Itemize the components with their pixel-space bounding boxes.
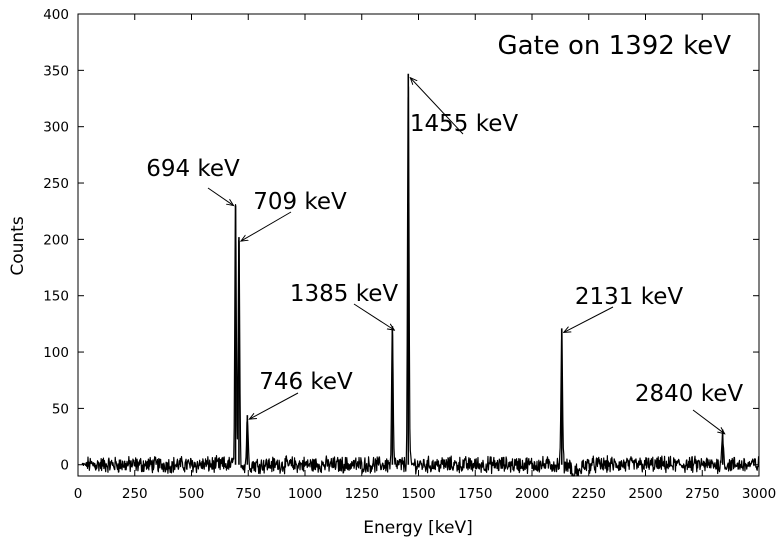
peak-label: 709 keV [253,189,347,215]
x-tick-label: 1750 [458,486,492,502]
x-tick-label: 2000 [515,486,549,502]
y-tick-label: 100 [43,345,69,361]
x-tick-label: 1000 [288,486,322,502]
y-axis-title: Counts [8,216,28,275]
y-tick-label: 0 [60,458,69,474]
y-tick-label: 250 [43,176,69,192]
x-tick-label: 500 [179,486,205,502]
annotation-arrow [564,306,614,332]
x-axis-title: Energy [keV] [363,518,473,538]
annotation-arrow [692,409,725,434]
peak-annotations: 694 keV 709 keV 746 keV 1385 keV 1455 keV 213… [146,78,743,434]
y-tick-label: 400 [43,7,69,23]
x-tick-label: 1250 [345,486,379,502]
x-tick-label: 3000 [742,486,776,502]
peak-label: 1385 keV [290,281,398,307]
x-tick-label: 250 [122,486,148,502]
peak-label: 694 keV [146,156,240,182]
x-tick-label: 0 [74,486,83,502]
annotation-arrow [410,78,464,135]
y-tick-label: 200 [43,232,69,248]
y-tick-label: 300 [43,120,69,136]
y-tick-label: 50 [52,401,69,417]
x-tick-label: 750 [235,486,261,502]
x-axis-ticks: 0 250 500 750 1000 1250 1500 1750 2000 2250 2500 27… [74,14,776,502]
y-tick-label: 150 [43,289,69,305]
annotation-arrow [353,303,394,330]
annotation-arrow [207,187,234,206]
x-tick-label: 2500 [628,486,662,502]
chart-title: Gate on 1392 keV [497,31,731,61]
peak-label: 746 keV [259,369,353,395]
spectrum-line [81,86,760,477]
peak-label: 1455 keV [410,111,518,137]
annotation-arrow [249,392,299,419]
peak-label: 2840 keV [635,381,743,407]
x-tick-label: 2750 [685,486,719,502]
x-tick-label: 1500 [401,486,435,502]
annotation-arrow [241,211,292,241]
y-tick-label: 350 [43,63,69,79]
x-tick-label: 2250 [572,486,606,502]
peak-label: 2131 keV [575,284,683,310]
y-axis-ticks: 0 50 100 150 200 250 300 350 400 [43,7,759,474]
